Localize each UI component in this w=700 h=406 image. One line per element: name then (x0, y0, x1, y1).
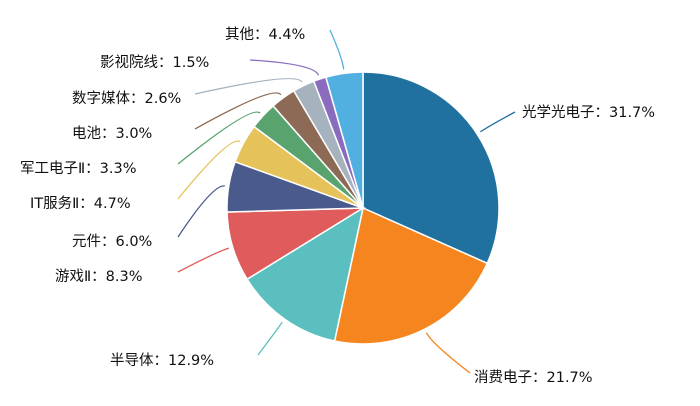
leader-line-11 (329, 29, 345, 70)
slice-label-10: 影视院线：1.5% (100, 54, 209, 71)
leader-line-5 (177, 185, 225, 238)
leader-line-6 (177, 140, 241, 200)
slice-label-7: 军工电子Ⅱ：3.3% (20, 160, 136, 177)
slice-label-3: 半导体：12.9% (110, 352, 214, 369)
pie-slices (226, 71, 500, 345)
slice-label-4: 游戏Ⅱ：8.3% (55, 268, 142, 285)
slice-label-6: IT服务Ⅱ：4.7% (30, 195, 131, 212)
pie-slice-2 (333, 206, 489, 345)
leader-line-4 (177, 247, 230, 273)
pie-slice-1 (362, 71, 500, 265)
slice-label-11: 其他：4.4% (225, 26, 305, 43)
slice-label-2: 消费电子：21.7% (474, 369, 593, 386)
leader-line-1 (480, 111, 516, 133)
leader-line-2 (425, 332, 471, 374)
pie-labels: 光学光电子：31.7% 消费电子：21.7% 半导体：12.9% 游戏Ⅱ：8.3% 元件… (20, 26, 655, 386)
slice-label-5: 元件：6.0% (72, 233, 152, 250)
pie-leader-lines (177, 29, 516, 374)
leader-line-10 (249, 59, 320, 76)
pie-slice-11 (324, 71, 364, 209)
slice-label-8: 电池：3.0% (72, 125, 152, 142)
leader-line-3 (257, 321, 283, 356)
leader-line-7 (177, 111, 261, 165)
slice-label-1: 光学光电子：31.7% (522, 104, 655, 121)
leader-line-8 (194, 92, 282, 130)
pie-slice-3 (246, 206, 365, 342)
slice-label-9: 数字媒体：2.6% (72, 90, 181, 107)
leader-line-9 (194, 78, 303, 95)
